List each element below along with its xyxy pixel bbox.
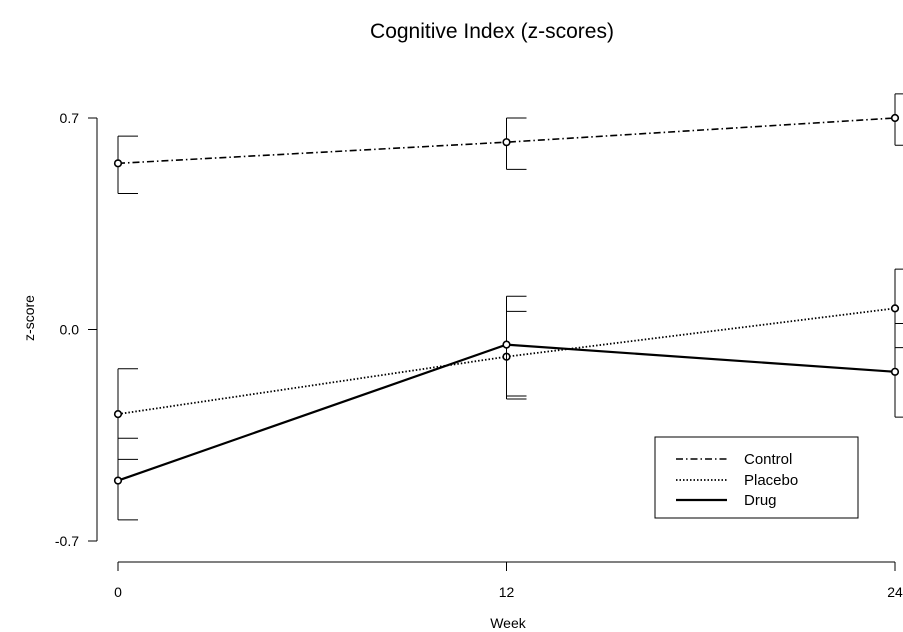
y-tick-label: 0.0 <box>60 322 80 338</box>
legend-label: Drug <box>744 492 777 509</box>
chart-title: Cognitive Index (z-scores) <box>370 20 614 43</box>
legend-box <box>654 436 859 519</box>
series-drug <box>113 295 903 521</box>
y-tick-label: 0.7 <box>60 110 80 126</box>
data-point <box>113 476 123 485</box>
data-point <box>113 159 123 168</box>
series-line <box>117 117 896 165</box>
y-axis-label: z-score <box>21 295 37 341</box>
x-tick-label: 0 <box>114 584 122 600</box>
legend-label: Control <box>744 451 792 468</box>
legend-label: Placebo <box>744 472 798 489</box>
legend: Control Placebo Drug <box>654 436 859 519</box>
data-point <box>890 113 900 123</box>
series-layer <box>113 93 903 521</box>
data-point <box>890 367 900 376</box>
data-point <box>890 304 900 313</box>
series-control <box>113 93 903 195</box>
axes: 0 12 24 0.7 0.0 -0.7 <box>55 110 903 600</box>
x-tick-label: 12 <box>499 584 515 600</box>
data-point <box>502 138 511 147</box>
x-axis-label: Week <box>490 615 527 631</box>
data-point <box>113 410 123 419</box>
x-tick-label: 24 <box>887 584 903 600</box>
y-tick-label: -0.7 <box>55 533 79 549</box>
data-point <box>502 340 511 349</box>
